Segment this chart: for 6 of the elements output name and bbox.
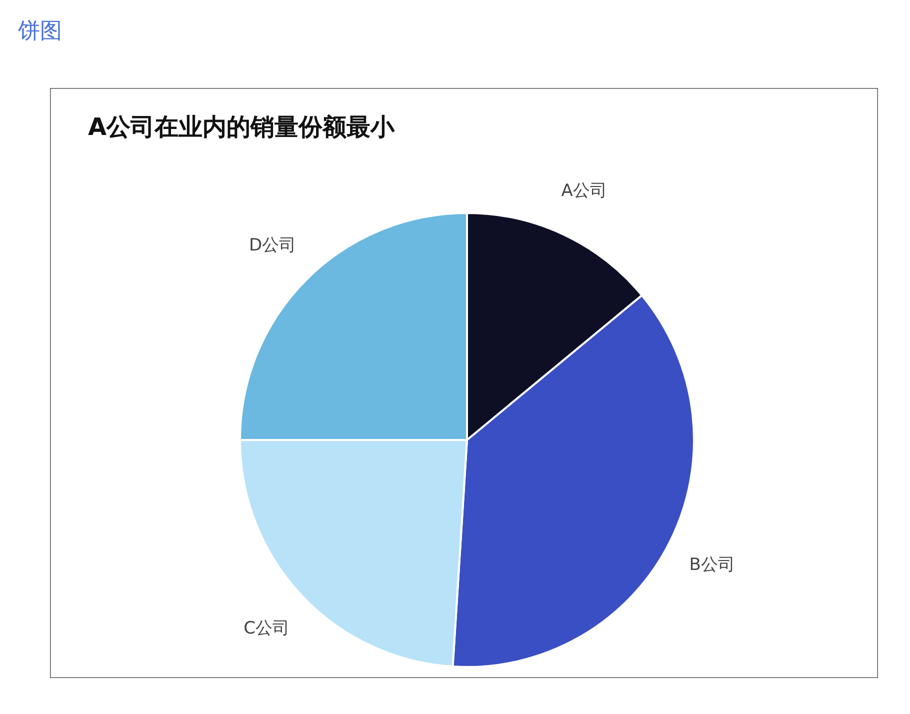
slice-label: A公司 xyxy=(561,181,607,202)
text: 饼图 xyxy=(18,18,62,46)
slice-label: C公司 xyxy=(244,618,290,638)
slice-label: D公司 xyxy=(249,236,296,256)
chart-title: A公司在业内的销量份额最小 xyxy=(88,113,396,141)
slice-label: B公司 xyxy=(689,554,735,575)
